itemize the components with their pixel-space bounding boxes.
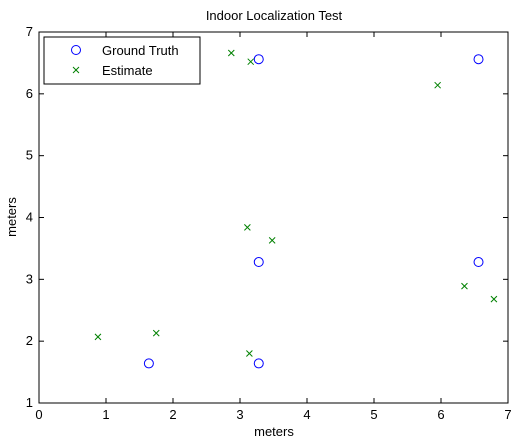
x-tick-label: 1 [102, 407, 109, 422]
estimate-point [268, 237, 276, 244]
estimate-point [94, 333, 102, 341]
y-tick-label: 1 [26, 395, 33, 410]
estimate-point [152, 329, 160, 337]
x-axis-label: meters [254, 424, 294, 439]
x-tick-label: 0 [35, 407, 42, 422]
plot-axes [38, 31, 509, 404]
estimate-point [461, 282, 468, 290]
data-marks [94, 49, 498, 369]
x-tick-label: 4 [303, 407, 310, 422]
estimate-point [244, 224, 251, 231]
legend-circle-marker [71, 45, 81, 55]
ground-truth-point [253, 54, 264, 65]
legend-x-marker [72, 66, 80, 74]
ground-truth-series [143, 54, 484, 369]
ground-truth-point [253, 358, 264, 369]
legend-label: Ground Truth [102, 43, 179, 58]
estimate-point [246, 350, 253, 357]
y-tick-label: 2 [26, 333, 33, 348]
x-tick-label: 2 [169, 407, 176, 422]
estimate-series [94, 49, 498, 357]
y-tick-label: 7 [26, 24, 33, 39]
x-tick-label: 7 [504, 407, 511, 422]
ground-truth-point [253, 257, 264, 268]
ground-truth-point [143, 358, 154, 369]
y-axis-label: meters [4, 197, 19, 237]
y-tick-label: 6 [26, 86, 33, 101]
estimate-point [490, 295, 498, 303]
legend-box [43, 36, 201, 85]
x-tick-label: 6 [437, 407, 444, 422]
estimate-point [434, 81, 442, 89]
y-tick-label: 5 [26, 148, 33, 163]
legend-label: Estimate [102, 63, 153, 78]
x-tick-label: 3 [236, 407, 243, 422]
plot-frame [38, 31, 509, 404]
ground-truth-point [473, 54, 484, 65]
chart-title: Indoor Localization Test [206, 8, 343, 23]
y-tick-label: 4 [26, 210, 33, 225]
legend: Ground Truth Estimate [43, 36, 201, 85]
estimate-point [227, 49, 235, 57]
estimate-point [247, 58, 255, 66]
x-tick-label: 5 [370, 407, 377, 422]
y-tick-label: 3 [26, 271, 33, 286]
ground-truth-point [473, 257, 484, 268]
